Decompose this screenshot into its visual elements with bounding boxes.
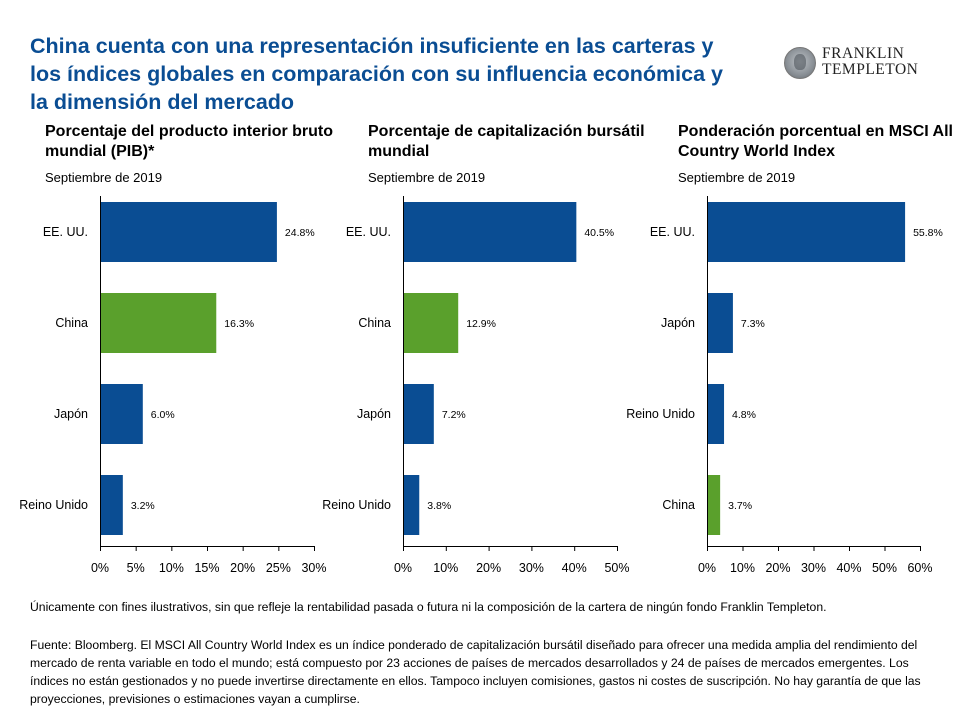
category-label: Reino Unido — [19, 498, 88, 512]
x-tick-label: 15% — [194, 561, 219, 575]
x-tick-label: 20% — [230, 561, 255, 575]
bar-chart-msci-acwi: EE. UU. 55.8% Japón 7.3% Reino Unido 4.8% Chin… — [626, 196, 943, 575]
x-tick-label: 10% — [433, 561, 458, 575]
x-tick-label: 0% — [394, 561, 412, 575]
bar-china — [403, 293, 459, 353]
x-tick-label: 30% — [301, 561, 326, 575]
x-tick-label: 20% — [476, 561, 501, 575]
bar-china — [707, 475, 721, 535]
category-label: Reino Unido — [322, 498, 391, 512]
data-label: 4.8% — [732, 409, 756, 421]
chart-title: Ponderación porcentual en MSCI All Count… — [678, 123, 953, 160]
chart-subtitle: Septiembre de 2019 — [678, 170, 796, 185]
category-label: China — [55, 316, 88, 330]
chart-subtitle: Septiembre de 2019 — [368, 170, 486, 185]
x-tick-label: 50% — [872, 561, 897, 575]
logo-line-1: FRANKLIN — [822, 45, 905, 62]
bar-jap-n — [707, 293, 733, 353]
x-tick-label: 10% — [730, 561, 755, 575]
category-label: EE. UU. — [43, 225, 88, 239]
chart-panel-market-cap: Porcentaje de capitalización bursátil mu… — [322, 122, 668, 592]
bar-ee-uu- — [100, 202, 277, 262]
category-label: Japón — [357, 407, 391, 421]
logo-line-2: TEMPLETON — [822, 61, 919, 78]
logo-wordmark: FRANKLIN TEMPLETON — [822, 46, 918, 78]
franklin-templeton-logo: FRANKLIN TEMPLETON — [784, 46, 934, 82]
bar-reino-unido — [100, 475, 123, 535]
x-tick-label: 40% — [836, 561, 861, 575]
x-tick-label: 30% — [801, 561, 826, 575]
bar-chart-gdp: EE. UU. 24.8% China 16.3% Japón 6.0% Reino Uni… — [19, 196, 327, 575]
chart-subtitle: Septiembre de 2019 — [45, 170, 163, 185]
category-label: China — [358, 316, 391, 330]
category-label: Japón — [661, 316, 695, 330]
category-label: China — [662, 498, 695, 512]
data-label: 6.0% — [151, 409, 175, 421]
x-tick-label: 60% — [907, 561, 932, 575]
bar-ee-uu- — [707, 202, 906, 262]
x-tick-label: 30% — [519, 561, 544, 575]
data-label: 24.8% — [285, 227, 315, 239]
data-label: 40.5% — [584, 227, 614, 239]
chart-title: Porcentaje de capitalización bursátil mu… — [368, 123, 645, 160]
data-label: 3.8% — [427, 500, 451, 512]
source-note: Fuente: Bloomberg. El MSCI All Country W… — [30, 638, 921, 706]
bar-reino-unido — [707, 384, 725, 444]
bar-reino-unido — [403, 475, 420, 535]
bar-china — [100, 293, 217, 353]
data-label: 12.9% — [466, 318, 496, 330]
x-tick-label: 25% — [266, 561, 291, 575]
category-label: EE. UU. — [650, 225, 695, 239]
data-label: 16.3% — [224, 318, 254, 330]
bar-chart-market-cap: EE. UU. 40.5% China 12.9% Japón 7.2% Reino Uni… — [322, 196, 630, 575]
data-label: 3.7% — [728, 500, 752, 512]
x-tick-label: 40% — [562, 561, 587, 575]
data-label: 7.2% — [442, 409, 466, 421]
category-label: Japón — [54, 407, 88, 421]
x-tick-label: 5% — [127, 561, 145, 575]
chart-panel-msci-acwi: Ponderación porcentual en MSCI All Count… — [626, 122, 960, 592]
bar-ee-uu- — [403, 202, 577, 262]
x-tick-label: 20% — [765, 561, 790, 575]
category-label: Reino Unido — [626, 407, 695, 421]
page-title: China cuenta con una representación insu… — [30, 34, 723, 114]
x-tick-label: 50% — [604, 561, 629, 575]
chart-panel-gdp: Porcentaje del producto interior bruto m… — [19, 122, 345, 592]
disclaimer-footnote: Únicamente con fines ilustrativos, sin q… — [30, 600, 827, 614]
x-tick-label: 0% — [91, 561, 109, 575]
x-tick-label: 10% — [159, 561, 184, 575]
chart-title: Porcentaje del producto interior bruto m… — [45, 123, 334, 160]
category-label: EE. UU. — [346, 225, 391, 239]
bar-jap-n — [403, 384, 434, 444]
data-label: 3.2% — [131, 500, 155, 512]
data-label: 7.3% — [741, 318, 765, 330]
data-label: 55.8% — [913, 227, 943, 239]
x-tick-label: 0% — [698, 561, 716, 575]
logo-seal-icon — [784, 47, 816, 79]
bar-jap-n — [100, 384, 143, 444]
